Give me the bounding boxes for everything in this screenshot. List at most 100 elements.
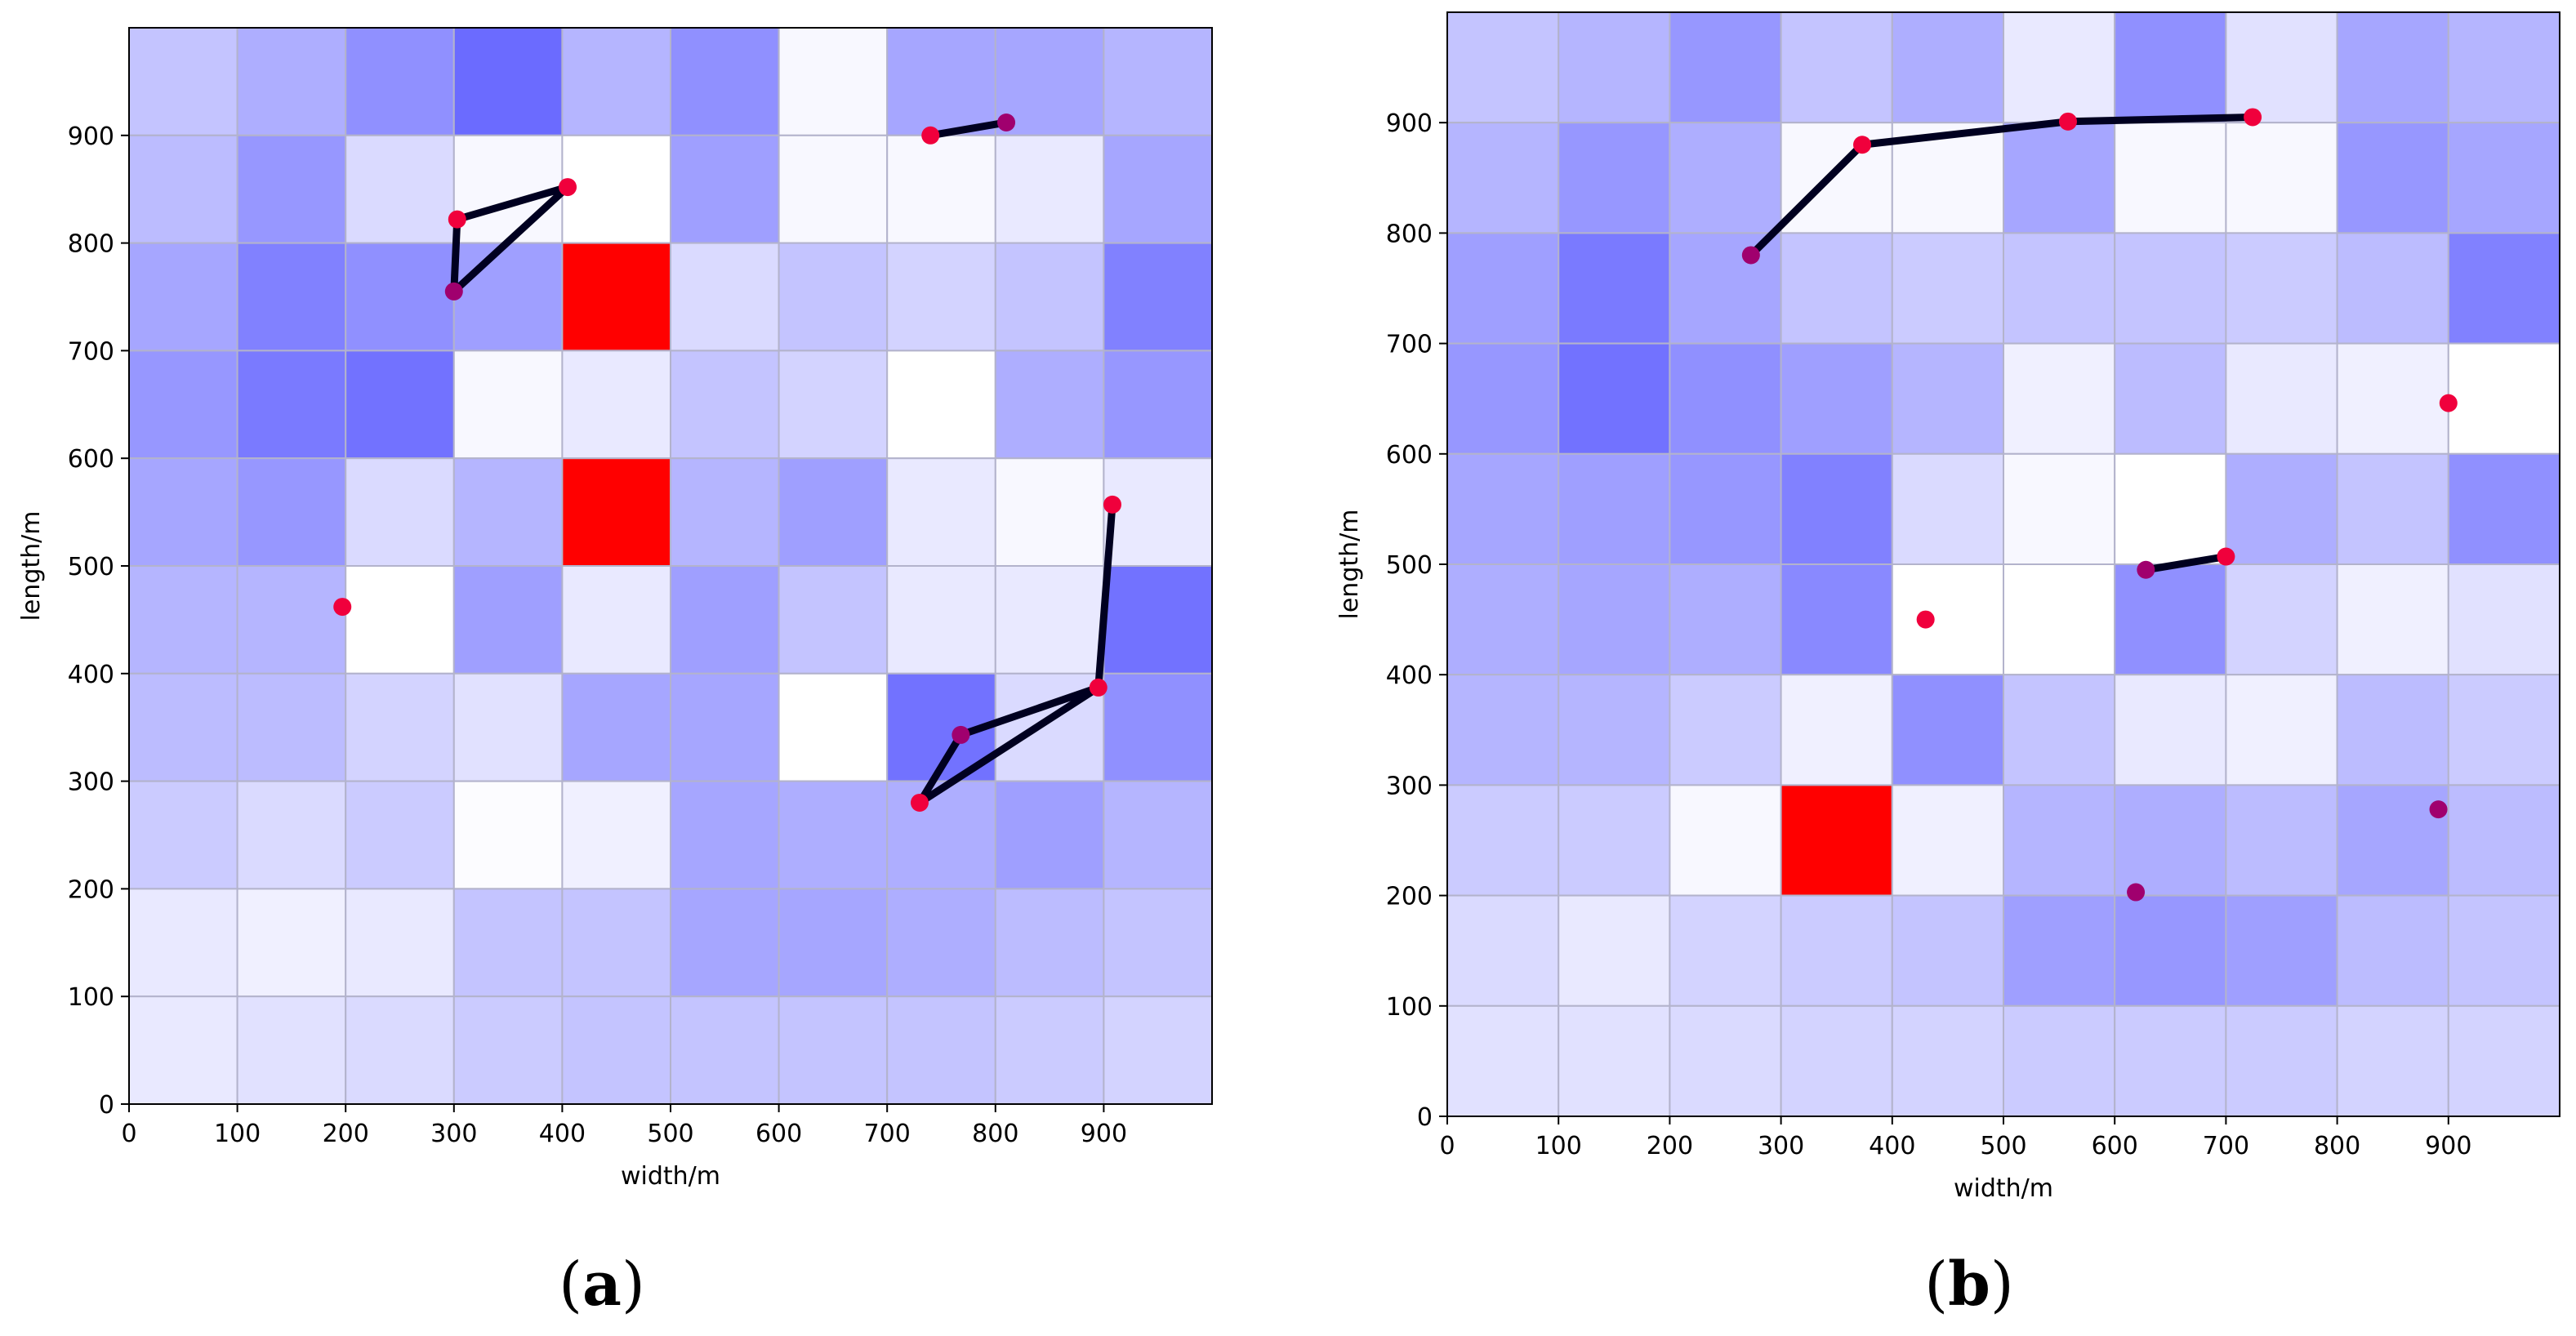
route-path [1094,501,1116,692]
route-path [2141,553,2230,574]
heat-cell [2225,563,2338,676]
caption-open-paren-a: ( [559,1249,582,1320]
heat-cell [2003,1004,2116,1118]
heat-cell [1558,452,1671,565]
heat-cell [452,350,564,460]
paths-a [450,118,1116,807]
heat-cell [1669,122,1782,234]
heat-cell [1669,894,1782,1007]
y-tick-label: 200 [68,875,114,904]
heat-cell [1669,1004,1782,1118]
heat-cell [1103,565,1214,675]
route-path [926,118,1010,140]
heat-cell [886,27,996,136]
heat-cell [670,242,780,352]
heat-cell [561,350,672,460]
heat-cell [994,888,1105,998]
heat-cell [778,242,889,352]
heat-cell [2114,1004,2227,1118]
heat-cell [1558,674,1671,786]
heat-cell [1446,232,1560,345]
heat-cell [1103,457,1214,568]
heat-cell [1780,674,1893,786]
heat-cell [1780,122,1893,234]
heat-cell [1558,894,1671,1007]
heat-cell [1446,784,1560,897]
heat-cell [2114,563,2227,676]
heat-cell [2225,784,2338,897]
y-ticks-a: 0 100 200 300 400 500 600 700 800 900 [68,122,129,1120]
y-axis-label-b: length/m [1335,510,1364,620]
heat-cell [2447,232,2561,345]
heat-cell [2336,342,2449,455]
heat-cell [2336,674,2449,786]
node-point [448,210,466,229]
heat-cell [2225,1004,2338,1118]
heat-cell [561,888,672,998]
points-b [1741,108,2458,902]
caption-letter-a: a [582,1249,622,1320]
heat-cell [2225,122,2338,234]
node-point [910,793,929,812]
heat-cell [994,134,1105,244]
heat-cell [345,457,455,568]
node-point-visited [952,725,970,744]
node-point [2244,108,2262,127]
heat-cell [1446,894,1560,1007]
heat-cell [670,888,780,998]
heat-cell [128,350,238,460]
heat-cell [236,780,347,890]
heat-cell [2447,894,2561,1007]
heat-cell [236,565,347,675]
heat-cell [1103,672,1214,782]
x-tick-label: 500 [647,1120,693,1148]
heat-cell [994,350,1105,460]
heat-cell [1446,452,1560,565]
heat-cell [452,565,564,675]
node-point-visited [2137,560,2155,579]
heat-cell [778,134,889,244]
y-tick-label: 500 [1386,551,1433,580]
heat-cell [886,134,996,244]
heat-cell [2225,674,2338,786]
node-point [1916,610,1935,629]
node-point-visited [997,113,1016,131]
heat-cell [778,995,889,1105]
heat-cell [1558,122,1671,234]
heat-cell [2447,1004,2561,1118]
heat-cell [2003,342,2116,455]
heat-cell [2114,894,2227,1007]
caption-letter-b: b [1948,1249,1990,1320]
heat-cell [1103,780,1214,890]
heat-cell [1103,995,1214,1105]
heat-cell [778,780,889,890]
x-ticks-b: 0 100 200 300 400 500 600 700 800 900 [1439,1116,2471,1160]
heatmap-cells-b [1446,11,2561,1118]
x-ticks-a: 0 100 200 300 400 500 600 700 800 900 [121,1104,1127,1148]
heat-cell [452,242,564,352]
node-point [1089,678,1108,697]
heat-cell [2114,122,2227,234]
x-tick-label: 400 [1869,1132,1915,1160]
x-axis-label-b: width/m [1954,1174,2053,1203]
x-tick-label: 300 [1758,1132,1804,1160]
heat-cell [2003,232,2116,345]
heat-cell [1669,342,1782,455]
y-tick-label: 700 [68,337,114,366]
y-ticks-b: 0 100 200 300 400 500 600 700 800 900 [1386,109,1447,1132]
y-tick-label: 400 [68,661,114,689]
heat-cell [452,780,564,890]
heat-cell [128,995,238,1105]
heat-cell [1558,563,1671,676]
heat-cell [452,134,564,244]
heat-cell [236,242,347,352]
heat-cell [670,350,780,460]
heat-cell [128,780,238,890]
heat-cell [2114,674,2227,786]
heat-cell [670,134,780,244]
heat-cell [778,565,889,675]
heat-cell [1891,232,2005,345]
heat-cell [1446,342,1560,455]
heat-cell [670,27,780,136]
